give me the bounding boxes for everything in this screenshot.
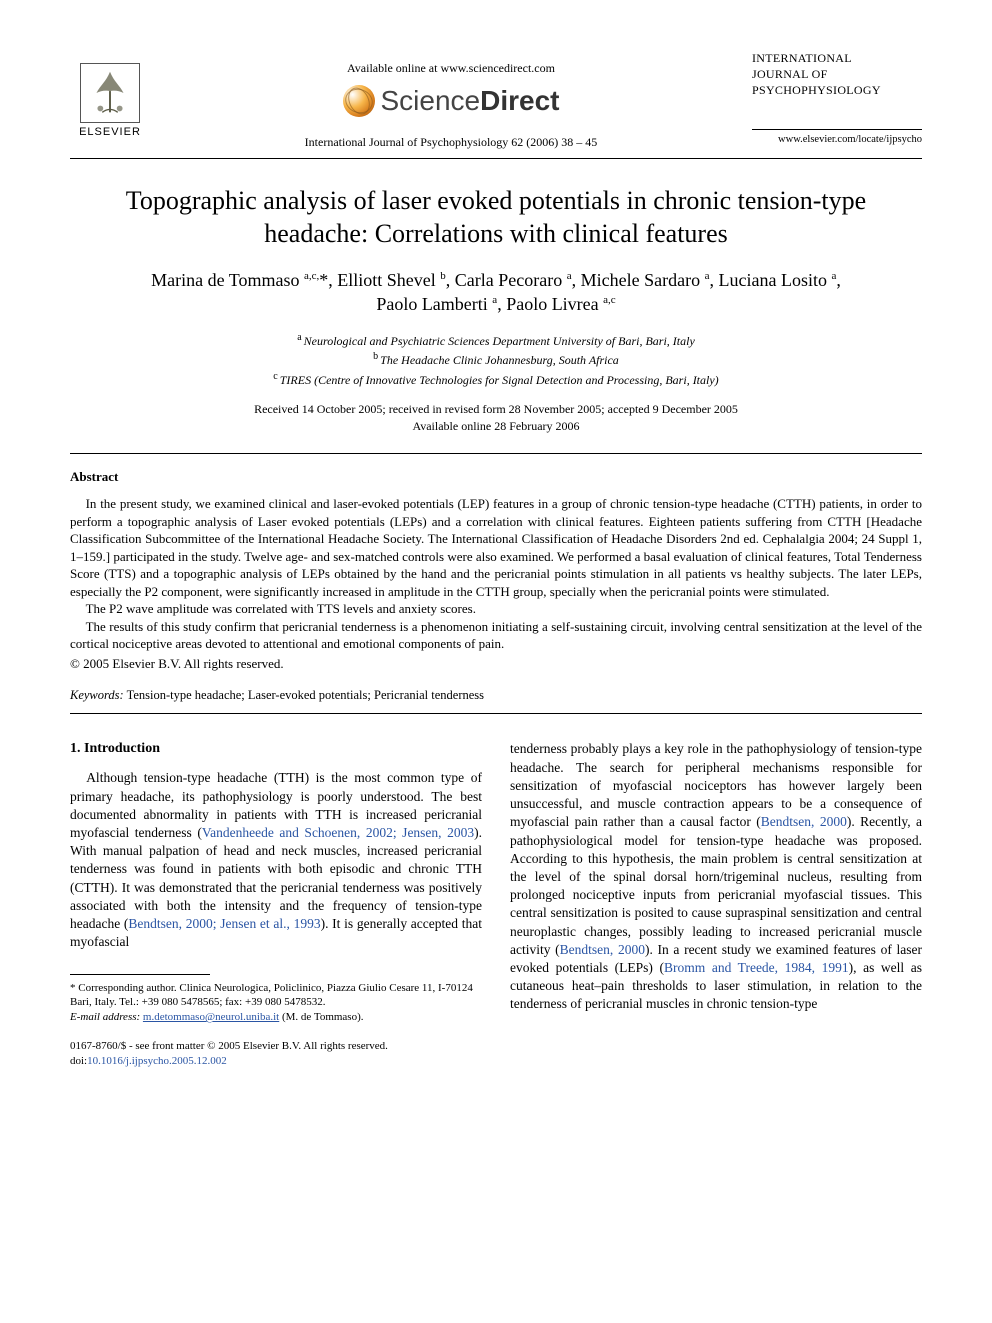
affiliation: aNeurological and Psychiatric Sciences D… — [70, 331, 922, 350]
author: Carla Pecoraro — [455, 270, 567, 290]
author: Paolo Lamberti — [376, 294, 492, 314]
email-label: E-mail address: — [70, 1011, 140, 1023]
header-rule — [70, 158, 922, 159]
citation-link[interactable]: Bendtsen, 2000 — [560, 942, 645, 957]
author: Paolo Livrea — [506, 294, 603, 314]
abstract-para: The results of this study confirm that p… — [70, 618, 922, 653]
body-paragraph: Although tension-type headache (TTH) is … — [70, 769, 482, 951]
citation-link[interactable]: Bendtsen, 2000; Jensen et al., 1993 — [128, 916, 320, 931]
journal-url: www.elsevier.com/locate/ijpsycho — [752, 129, 922, 147]
doi-link[interactable]: 10.1016/j.ijpsycho.2005.12.002 — [87, 1055, 227, 1067]
abstract-heading: Abstract — [70, 468, 922, 486]
keywords-line: Keywords: Tension-type headache; Laser-e… — [70, 687, 922, 704]
article-title: Topographic analysis of laser evoked pot… — [110, 185, 882, 250]
keywords-text: Tension-type headache; Laser-evoked pote… — [124, 688, 484, 702]
citation-link[interactable]: Bendtsen, 2000 — [761, 814, 847, 829]
sd-word-left: Science — [381, 85, 481, 116]
citation-link[interactable]: Bromm and Treede, 1984, 1991 — [664, 960, 849, 975]
doi-block: 0167-8760/$ - see front matter © 2005 El… — [70, 1039, 482, 1069]
journal-box: INTERNATIONAL JOURNAL OF PSYCHOPHYSIOLOG… — [752, 50, 922, 147]
authors-line: Marina de Tommaso a,c,*, Elliott Shevel … — [70, 268, 922, 317]
author: Luciana Losito — [718, 270, 831, 290]
section-heading: 1. Introduction — [70, 740, 482, 759]
footnote-text: * Corresponding author. Clinica Neurolog… — [70, 981, 482, 1011]
sciencedirect-wordmark: ScienceDirect — [381, 82, 560, 120]
front-matter-line: 0167-8760/$ - see front matter © 2005 El… — [70, 1039, 482, 1054]
dates-online: Available online 28 February 2006 — [70, 418, 922, 435]
elsevier-logo: ELSEVIER — [70, 50, 150, 140]
left-column: 1. Introduction Although tension-type he… — [70, 740, 482, 1068]
citation-line: International Journal of Psychophysiolog… — [150, 134, 752, 150]
abstract-bottom-rule — [70, 713, 922, 714]
journal-name-line2: JOURNAL OF — [752, 66, 922, 82]
dates-received: Received 14 October 2005; received in re… — [70, 401, 922, 418]
author: Marina de Tommaso — [151, 270, 304, 290]
sd-word-right: Direct — [480, 85, 559, 116]
journal-name-line1: INTERNATIONAL — [752, 50, 922, 66]
body-paragraph: tenderness probably plays a key role in … — [510, 740, 922, 1013]
body-columns: 1. Introduction Although tension-type he… — [70, 740, 922, 1068]
sciencedirect-logo: ScienceDirect — [150, 82, 752, 120]
author-email-link[interactable]: m.detommaso@neurol.uniba.it — [143, 1011, 279, 1023]
right-column: tenderness probably plays a key role in … — [510, 740, 922, 1068]
affiliations: aNeurological and Psychiatric Sciences D… — [70, 331, 922, 389]
elsevier-label: ELSEVIER — [79, 125, 141, 140]
abstract-top-rule — [70, 453, 922, 454]
keywords-label: Keywords: — [70, 688, 124, 702]
journal-name-line3: PSYCHOPHYSIOLOGY — [752, 82, 922, 98]
author: Michele Sardaro — [581, 270, 705, 290]
article-dates: Received 14 October 2005; received in re… — [70, 401, 922, 435]
sciencedirect-globe-icon — [343, 85, 375, 117]
abstract-body: In the present study, we examined clinic… — [70, 495, 922, 653]
footnote-rule — [70, 974, 210, 975]
email-tail: (M. de Tommaso). — [279, 1011, 363, 1023]
page-header: ELSEVIER Available online at www.science… — [70, 50, 922, 150]
citation-link[interactable]: Vandenheede and Schoenen, 2002; Jensen, … — [202, 825, 474, 840]
corresponding-author-footnote: * Corresponding author. Clinica Neurolog… — [70, 981, 482, 1026]
affiliation: bThe Headache Clinic Johannesburg, South… — [70, 350, 922, 369]
header-center: Available online at www.sciencedirect.co… — [150, 50, 752, 150]
elsevier-tree-icon — [80, 63, 140, 123]
abstract-para: In the present study, we examined clinic… — [70, 495, 922, 600]
available-online-line: Available online at www.sciencedirect.co… — [150, 60, 752, 76]
doi-prefix: doi: — [70, 1055, 87, 1067]
copyright-line: © 2005 Elsevier B.V. All rights reserved… — [70, 655, 922, 673]
author: Elliott Shevel — [337, 270, 440, 290]
affiliation: cTIRES (Centre of Innovative Technologie… — [70, 370, 922, 389]
abstract-para: The P2 wave amplitude was correlated wit… — [70, 600, 922, 618]
